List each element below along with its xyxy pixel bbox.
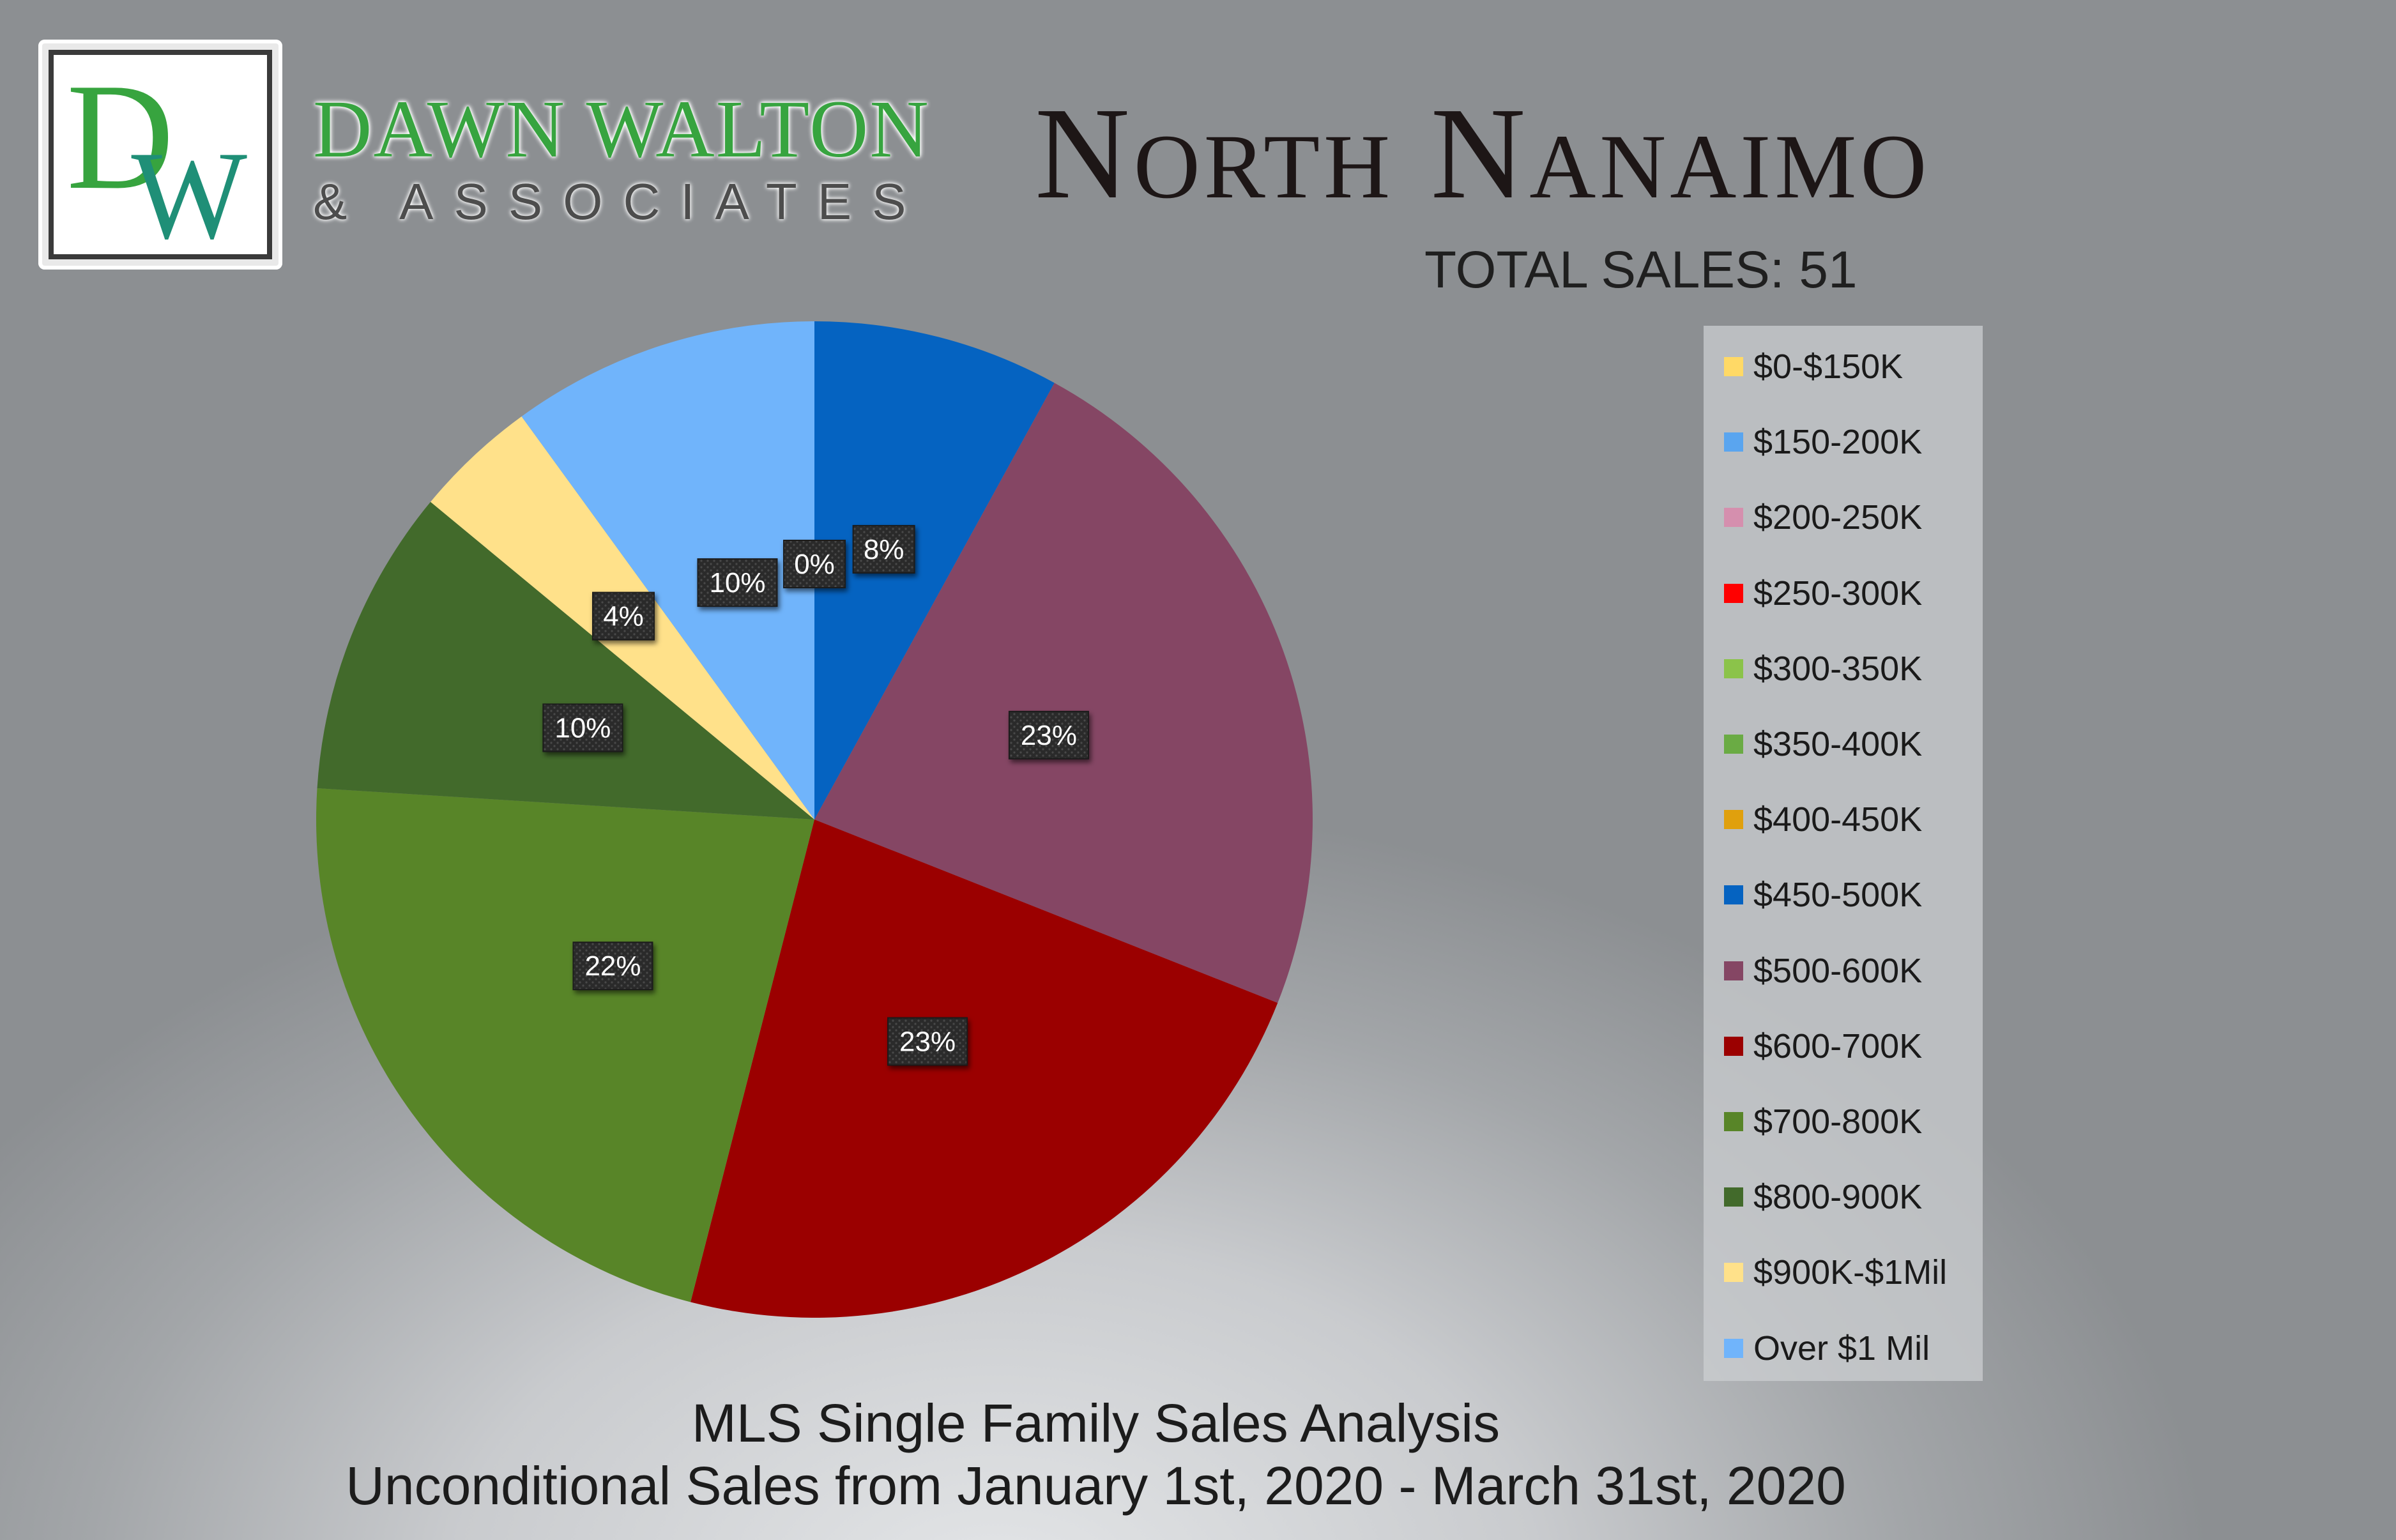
legend-swatch: [1724, 1187, 1743, 1207]
legend-swatch: [1724, 659, 1743, 678]
legend-swatch: [1724, 1112, 1743, 1131]
legend-item: $150-200K: [1724, 416, 1922, 468]
footer-line-2: Unconditional Sales from January 1st, 20…: [346, 1456, 1846, 1516]
brand-wordmark: DAWN WALTON & ASSOCIATES: [313, 88, 939, 229]
data-label-12: 10%: [542, 703, 623, 752]
legend-item: Over $1 Mil: [1724, 1323, 1930, 1374]
legend-swatch: [1724, 961, 1743, 980]
data-label-10-text: 23%: [899, 1026, 956, 1057]
legend-item: $250-300K: [1724, 568, 1922, 619]
legend-label: $800-900K: [1753, 1178, 1923, 1217]
legend-swatch: [1724, 885, 1743, 905]
legend-label: $0-$150K: [1753, 347, 1904, 386]
data-label-14: 10%: [697, 558, 778, 607]
data-label-11-text: 22%: [584, 950, 641, 982]
footer-line-1: MLS Single Family Sales Analysis: [691, 1393, 1500, 1453]
logo-monogram: D W: [49, 50, 272, 259]
legend-label: $150-200K: [1753, 423, 1923, 462]
brand-name: DAWN WALTON: [313, 84, 930, 174]
legend-label: $400-450K: [1753, 800, 1923, 839]
legend-swatch: [1724, 432, 1743, 452]
legend-item: $200-250K: [1724, 492, 1922, 543]
pie-slice-over-1-mil: [521, 321, 814, 820]
data-label-8: 8%: [852, 524, 915, 574]
legend-label: $600-700K: [1753, 1026, 1923, 1065]
legend-label: $250-300K: [1753, 574, 1923, 613]
legend-item: $700-800K: [1724, 1096, 1922, 1147]
total-sales: TOTAL SALES: 51: [1424, 241, 1858, 299]
data-label-zero: 0%: [783, 540, 846, 588]
data-label-14-text: 10%: [709, 567, 765, 598]
legend-swatch: [1724, 735, 1743, 754]
legend-label: $350-400K: [1753, 725, 1923, 763]
data-label-12-text: 10%: [554, 712, 611, 743]
pie-slice-500-600k: [814, 383, 1313, 1003]
legend-item: $0-$150K: [1724, 341, 1903, 392]
legend-label: $700-800K: [1753, 1102, 1923, 1141]
legend-label: $450-500K: [1753, 876, 1923, 915]
logo-letter-w: W: [131, 126, 247, 254]
legend-item: $450-500K: [1724, 869, 1922, 920]
legend-swatch: [1724, 508, 1743, 528]
data-label-9: 23%: [1008, 710, 1089, 759]
legend-item: $350-400K: [1724, 719, 1922, 770]
legend-swatch: [1724, 810, 1743, 830]
legend-swatch: [1724, 1263, 1743, 1283]
chart-title: North Nanaimo: [1035, 80, 1931, 226]
pie-slice-450-500k: [814, 321, 1055, 820]
data-label-9-text: 23%: [1021, 720, 1077, 751]
data-label-13-text: 4%: [603, 601, 644, 632]
legend-item: $400-450K: [1724, 794, 1922, 845]
logo: D W: [38, 40, 282, 270]
legend: $0-$150K $150-200K $200-250K $250-300K $300-…: [1704, 326, 1983, 1381]
legend-swatch: [1724, 1036, 1743, 1056]
legend-item: $500-600K: [1724, 945, 1922, 996]
legend-item: $600-700K: [1724, 1021, 1922, 1072]
legend-label: $200-250K: [1753, 498, 1923, 537]
data-label-8-text: 8%: [864, 534, 904, 565]
legend-label: Over $1 Mil: [1753, 1329, 1930, 1368]
legend-item: $300-350K: [1724, 643, 1922, 694]
legend-swatch: [1724, 583, 1743, 603]
legend-swatch: [1724, 357, 1743, 376]
dw-monogram-icon: D W: [66, 55, 247, 254]
legend-label: $500-600K: [1753, 951, 1923, 990]
data-label-zero-text: 0%: [794, 549, 835, 580]
legend-label: $300-350K: [1753, 649, 1923, 688]
pie-slice-600-700k: [691, 820, 1278, 1318]
legend-item: $800-900K: [1724, 1171, 1922, 1223]
legend-label: $900K-$1Mil: [1753, 1253, 1948, 1292]
brand-subtitle: & ASSOCIATES: [313, 173, 927, 230]
legend-item: $900K-$1Mil: [1724, 1247, 1947, 1298]
data-label-11: 22%: [572, 942, 653, 991]
legend-swatch: [1724, 1338, 1743, 1358]
pie-slice-700-800k: [316, 788, 814, 1302]
data-label-10: 23%: [887, 1017, 968, 1066]
logo-letter-d: D: [66, 55, 174, 222]
pie-slice-800-900k: [317, 501, 814, 820]
data-label-13: 4%: [591, 591, 655, 641]
